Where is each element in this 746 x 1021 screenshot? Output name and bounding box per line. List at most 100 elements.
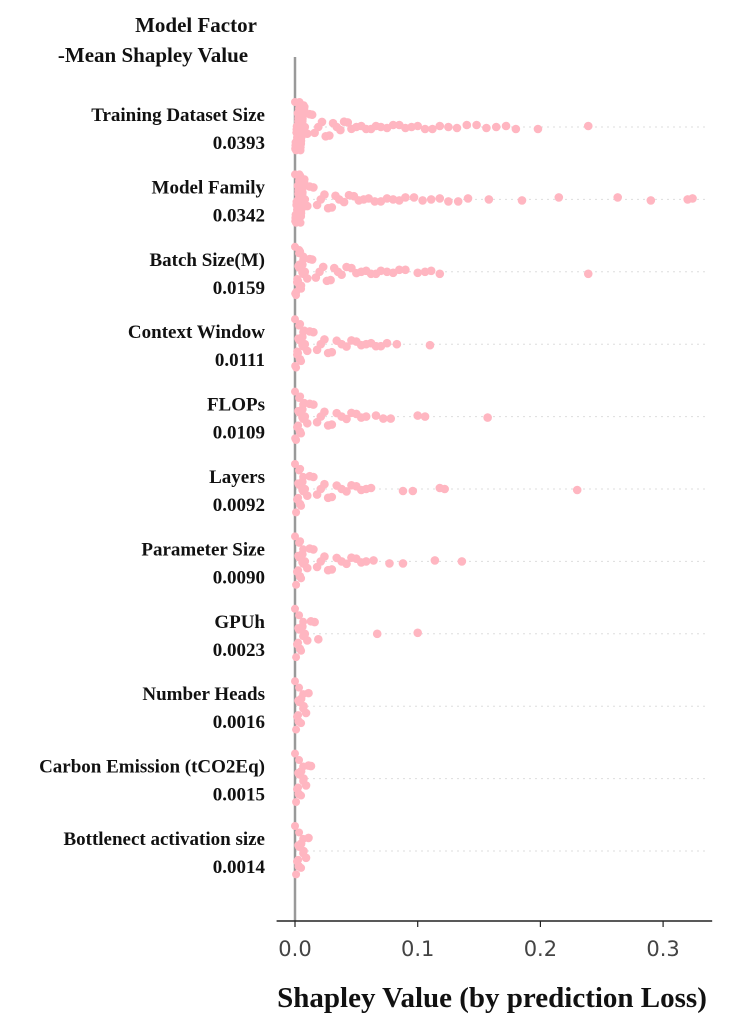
shapley-point — [298, 549, 307, 559]
shapley-point — [294, 789, 303, 799]
shapley-point — [291, 604, 299, 613]
factor-name: Context Window — [128, 322, 265, 343]
factor-name: Layers — [209, 467, 265, 488]
shapley-point — [298, 332, 307, 342]
shapley-point — [300, 557, 310, 566]
shapley-point — [296, 694, 306, 704]
shapley-point — [300, 484, 310, 494]
shapley-point — [295, 644, 305, 654]
shapley-point — [300, 175, 309, 184]
shapley-point — [300, 267, 310, 277]
shapley-point — [336, 125, 345, 135]
shapley-point — [295, 683, 304, 692]
shapley-point — [370, 197, 380, 206]
shapley-point — [413, 121, 423, 131]
shapley-point — [298, 260, 307, 269]
factor-name: Parameter Size — [141, 539, 265, 560]
factor-mean-value: 0.0023 — [213, 640, 265, 661]
shapley-point — [301, 781, 311, 790]
shapley-point — [394, 265, 404, 275]
factor-name: Number Heads — [142, 684, 265, 705]
shapley-point — [291, 677, 299, 686]
shapley-point — [317, 117, 327, 127]
shapley-point — [413, 268, 423, 278]
shapley-point — [369, 556, 378, 565]
shapley-point — [296, 766, 306, 776]
shapley-point — [435, 121, 445, 131]
shapley-point — [295, 354, 305, 364]
shapley-point — [295, 611, 304, 620]
shapley-point — [426, 266, 436, 276]
shapley-point — [300, 195, 310, 204]
shapley-point — [292, 797, 301, 806]
header-line2: -Mean Shapley Value — [58, 43, 248, 67]
shapley-point — [294, 861, 303, 871]
shapley-point — [295, 282, 305, 292]
labels-layer: Training Dataset Size 0.0393 Model Family 0… — [39, 105, 265, 878]
shapley-point — [306, 761, 316, 771]
factor-mean-value: 0.0014 — [213, 857, 266, 878]
factor-mean-value: 0.0016 — [213, 712, 265, 733]
x-tick-label: 0.0 — [278, 937, 311, 961]
points-layer — [291, 98, 697, 879]
shapley-point — [337, 270, 346, 280]
shapley-point — [413, 411, 423, 420]
shapley-point — [366, 483, 376, 493]
shapley-point — [572, 485, 582, 495]
factor-name: Carbon Emission (tCO2Eq) — [39, 757, 265, 778]
shapley-point — [299, 846, 308, 856]
shapley-point — [300, 122, 310, 132]
shapley-point — [292, 653, 301, 662]
shapley-point — [501, 121, 511, 131]
shapley-point — [307, 110, 317, 120]
shapley-point — [293, 347, 302, 356]
shapley-point — [342, 487, 351, 496]
shapley-point — [295, 137, 305, 147]
factor-name: GPUh — [214, 612, 265, 633]
shapley-point — [425, 340, 435, 350]
shapley-point — [300, 629, 310, 639]
shapley-point — [482, 123, 491, 133]
shapley-point — [293, 275, 302, 284]
shapley-point — [386, 414, 396, 423]
x-axis-ticks: 0.0 0.1 0.2 0.3 — [278, 921, 680, 961]
shapley-point — [326, 275, 335, 285]
shapley-point — [327, 203, 337, 212]
shapley-point — [295, 828, 304, 837]
shapley-point — [302, 491, 312, 500]
shapley-point — [310, 617, 319, 627]
shapley-point — [295, 499, 305, 509]
shapley-point — [327, 420, 337, 429]
shapley-point — [325, 131, 334, 140]
shapley-point — [291, 315, 299, 324]
shapley-point — [294, 711, 303, 720]
shapley-point — [401, 193, 410, 202]
shapley-point — [309, 183, 318, 192]
shapley-point — [420, 124, 430, 134]
shapley-point — [302, 129, 312, 138]
shapley-point — [294, 855, 303, 864]
shapley-point — [342, 342, 351, 351]
shapley-point — [583, 121, 593, 131]
shapley-point — [462, 120, 472, 130]
shapley-point — [361, 557, 371, 566]
shapley-point — [291, 822, 299, 830]
factor-name: Model Family — [152, 177, 266, 198]
shapley-point — [291, 387, 299, 396]
shapley-point — [309, 472, 318, 482]
shapley-point — [583, 269, 593, 279]
shapley-point — [444, 122, 453, 132]
shapley-point — [327, 565, 337, 574]
shapley-point — [300, 412, 310, 421]
shapley-point — [408, 486, 418, 496]
shapley-point — [309, 327, 318, 337]
shapley-point — [307, 255, 317, 264]
shapley-point — [613, 193, 623, 202]
shapley-point — [472, 120, 481, 130]
shapley-point — [302, 636, 312, 645]
factor-name: Batch Size(M) — [149, 250, 265, 271]
factor-mean-value: 0.0342 — [213, 205, 265, 226]
shapley-point — [320, 407, 329, 417]
x-tick-label: 0.2 — [524, 937, 557, 961]
shapley-point — [295, 170, 304, 179]
